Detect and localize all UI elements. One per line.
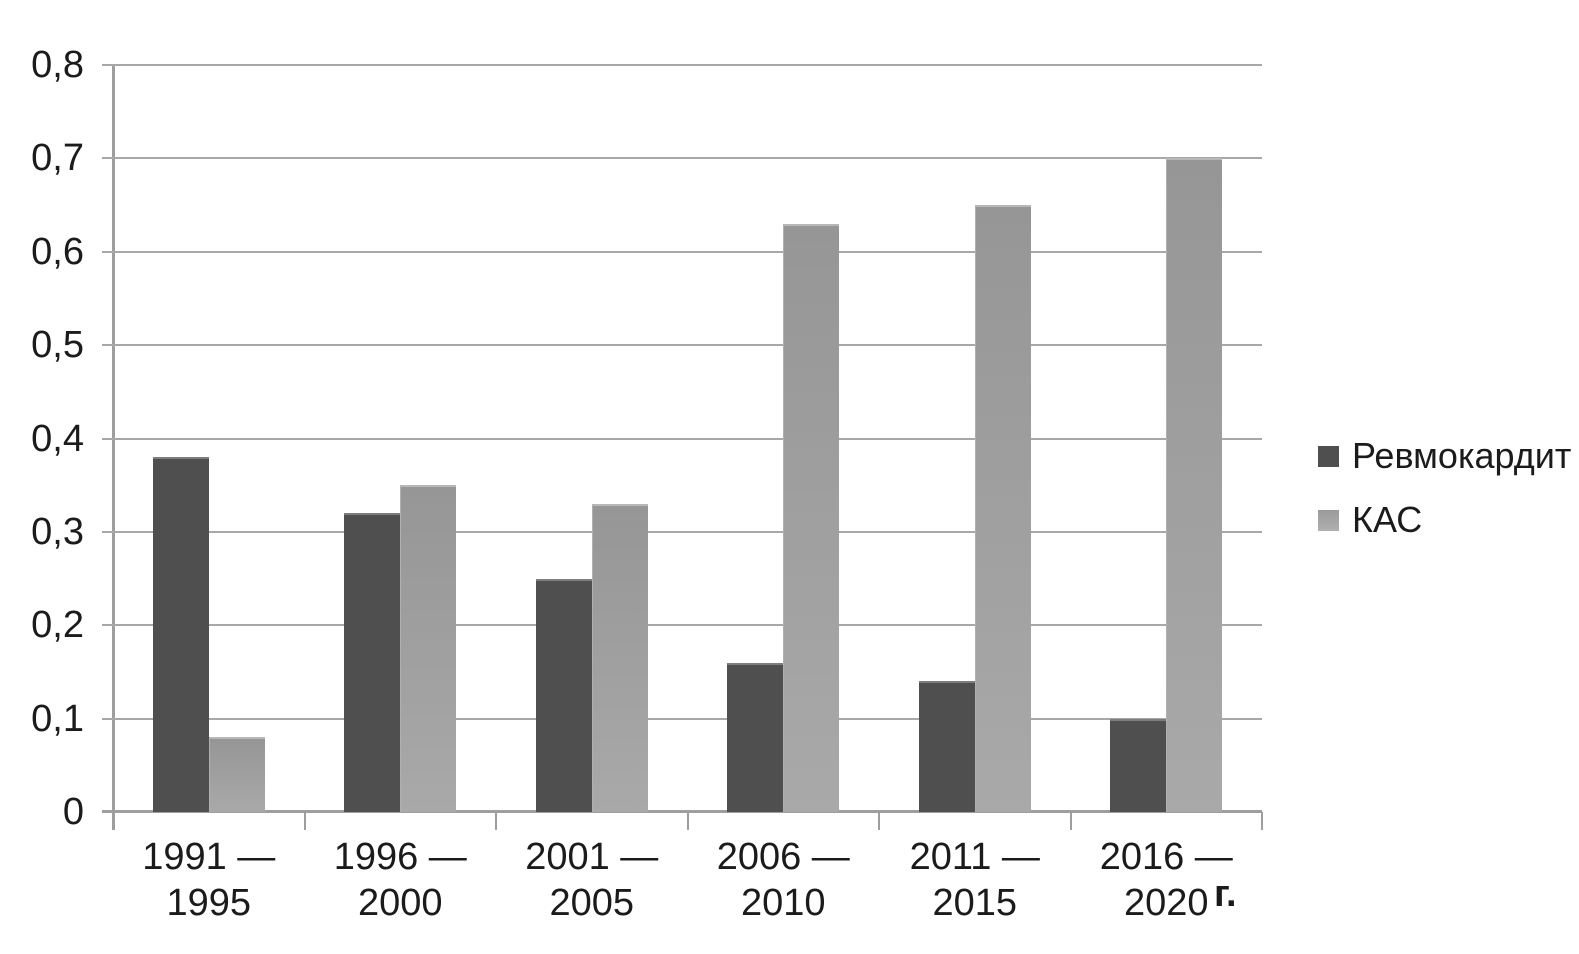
bar bbox=[783, 224, 840, 812]
x-axis-category-line1: 1996 — bbox=[333, 836, 467, 878]
y-axis-tick-label: 0,1 bbox=[31, 697, 84, 740]
x-axis-tick bbox=[1069, 812, 1072, 830]
x-axis-category-label: 2006 —2010 bbox=[687, 834, 879, 926]
bar bbox=[918, 681, 975, 812]
x-axis-line bbox=[102, 810, 1262, 813]
x-axis-tick bbox=[303, 812, 306, 830]
gridline bbox=[102, 157, 1262, 160]
y-axis-tick-label: 0,7 bbox=[31, 137, 84, 180]
gridline bbox=[102, 64, 1262, 66]
x-axis-category-line1: 2016 — bbox=[1099, 836, 1233, 878]
x-axis-category-line2: 2010 bbox=[740, 882, 826, 924]
gridline bbox=[102, 250, 1262, 253]
gridline bbox=[102, 530, 1262, 533]
bar bbox=[344, 513, 401, 812]
y-axis-tick-label: 0,4 bbox=[31, 417, 84, 460]
x-axis-category-line1: 1991 — bbox=[142, 836, 276, 878]
legend-label-revmokardit: Ревмокардит bbox=[1352, 435, 1572, 476]
y-axis-tick-label: 0,5 bbox=[31, 324, 84, 367]
x-axis-category-line1: 2006 — bbox=[716, 836, 850, 878]
y-axis-line bbox=[112, 64, 115, 830]
x-axis-tick bbox=[878, 812, 880, 830]
gridline bbox=[102, 717, 1262, 720]
x-axis-tick bbox=[1261, 812, 1263, 830]
gridline bbox=[102, 344, 1262, 347]
x-axis-category-line2: 2015 bbox=[932, 882, 1018, 924]
bar bbox=[535, 579, 592, 812]
y-axis-tick-label: 0,3 bbox=[31, 510, 84, 553]
x-axis-category-line1: 2011 — bbox=[909, 836, 1040, 878]
bar bbox=[1110, 719, 1167, 812]
gridline bbox=[102, 624, 1262, 627]
legend-label-kas: КАС bbox=[1352, 499, 1423, 540]
x-axis-category-label: 2011 —2015 bbox=[879, 834, 1071, 926]
bar bbox=[208, 737, 265, 812]
x-axis-tick bbox=[112, 812, 114, 830]
bar bbox=[591, 504, 648, 812]
x-axis-category-label: 2001 —2005 bbox=[496, 834, 688, 926]
x-axis-category-line2: 2020 bbox=[1123, 882, 1209, 924]
x-axis-category-label: 1996 —2000 bbox=[304, 834, 496, 926]
y-axis-tick-label: 0,6 bbox=[31, 230, 84, 273]
x-axis-category-line2: 2000 bbox=[357, 882, 443, 924]
x-axis-category-label: 2016 —2020 bbox=[1070, 834, 1262, 926]
bar bbox=[152, 457, 209, 812]
bar bbox=[974, 205, 1031, 812]
legend-swatch-revmokardit bbox=[1318, 445, 1339, 467]
x-axis-tick bbox=[495, 812, 497, 830]
y-axis-tick-label: 0,8 bbox=[31, 44, 84, 86]
bar bbox=[727, 663, 784, 812]
y-axis-tick-label: 0 bbox=[62, 791, 84, 833]
x-axis-category-line2: 1995 bbox=[166, 882, 252, 924]
legend-item-revmokardit: Ревмокардит bbox=[1318, 432, 1571, 480]
x-axis-tick bbox=[686, 812, 689, 830]
x-axis-category-line2: 2005 bbox=[549, 882, 635, 924]
bar bbox=[400, 485, 457, 812]
gridline bbox=[102, 437, 1262, 440]
x-axis-unit-label: г. bbox=[1214, 873, 1237, 915]
legend: Ревмокардит КАС bbox=[1318, 432, 1571, 560]
legend-swatch-kas bbox=[1318, 509, 1339, 531]
x-axis-category-label: 1991 —1995 bbox=[113, 834, 305, 926]
legend-item-kas: КАС bbox=[1318, 496, 1571, 544]
bar bbox=[1166, 158, 1223, 812]
x-axis-category-line1: 2001 — bbox=[525, 836, 659, 878]
y-axis-tick-label: 0,2 bbox=[31, 604, 84, 647]
